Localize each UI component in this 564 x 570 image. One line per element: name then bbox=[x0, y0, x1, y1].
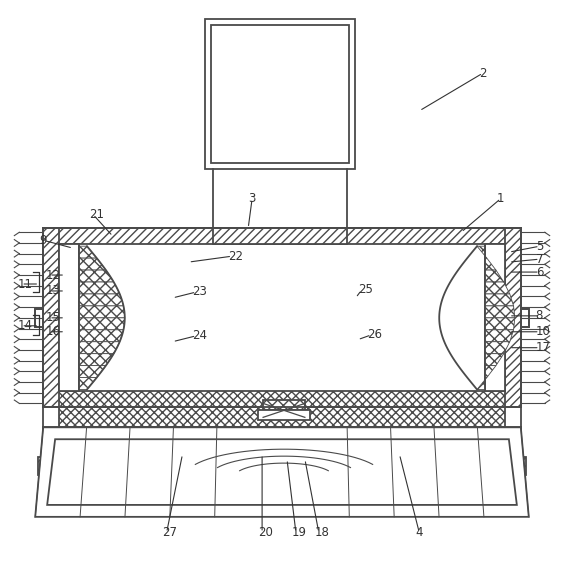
Text: 4: 4 bbox=[415, 526, 423, 539]
Polygon shape bbox=[485, 318, 515, 330]
Polygon shape bbox=[485, 270, 504, 282]
Polygon shape bbox=[485, 330, 514, 342]
Text: 3: 3 bbox=[248, 192, 255, 205]
Bar bbox=[43, 428, 521, 443]
Text: 14: 14 bbox=[17, 319, 32, 332]
Bar bbox=[43, 392, 521, 408]
Polygon shape bbox=[79, 294, 124, 306]
Bar bbox=[43, 228, 521, 408]
Text: 12: 12 bbox=[45, 268, 60, 282]
Text: 17: 17 bbox=[536, 341, 550, 354]
Bar bbox=[59, 244, 79, 392]
Polygon shape bbox=[79, 246, 97, 258]
Text: 7: 7 bbox=[536, 253, 543, 266]
Polygon shape bbox=[35, 428, 529, 517]
Text: 18: 18 bbox=[315, 526, 330, 539]
Text: 9: 9 bbox=[39, 234, 47, 247]
Text: 2: 2 bbox=[479, 67, 487, 80]
Polygon shape bbox=[477, 377, 487, 389]
Bar bbox=[521, 309, 529, 327]
Bar bbox=[43, 228, 521, 408]
Polygon shape bbox=[485, 294, 514, 306]
Bar bbox=[521, 309, 529, 327]
Bar bbox=[43, 228, 59, 408]
Polygon shape bbox=[79, 318, 125, 330]
Text: 26: 26 bbox=[368, 328, 382, 341]
Text: 11: 11 bbox=[17, 278, 32, 291]
Text: 16: 16 bbox=[45, 325, 60, 338]
Polygon shape bbox=[79, 282, 120, 294]
Bar bbox=[505, 228, 521, 408]
Polygon shape bbox=[485, 306, 515, 318]
Bar bbox=[35, 309, 43, 327]
Bar bbox=[205, 19, 355, 169]
Bar bbox=[35, 309, 43, 327]
Polygon shape bbox=[79, 258, 106, 270]
Text: 6: 6 bbox=[536, 266, 543, 279]
Polygon shape bbox=[485, 342, 510, 353]
Polygon shape bbox=[79, 330, 124, 342]
Bar bbox=[43, 408, 521, 443]
Text: 23: 23 bbox=[192, 286, 208, 299]
Text: 19: 19 bbox=[292, 526, 307, 539]
Bar bbox=[258, 410, 310, 420]
Text: 15: 15 bbox=[45, 311, 60, 324]
Polygon shape bbox=[485, 353, 504, 365]
Polygon shape bbox=[79, 342, 120, 353]
Text: 1: 1 bbox=[497, 192, 504, 205]
Bar bbox=[59, 408, 505, 428]
Text: 20: 20 bbox=[258, 526, 273, 539]
Polygon shape bbox=[477, 246, 487, 258]
Text: 25: 25 bbox=[358, 283, 372, 296]
Polygon shape bbox=[485, 258, 496, 270]
Bar bbox=[43, 443, 521, 457]
Text: 5: 5 bbox=[536, 240, 543, 253]
Polygon shape bbox=[79, 353, 114, 365]
Bar bbox=[38, 457, 526, 475]
Bar bbox=[485, 244, 505, 392]
Text: 21: 21 bbox=[89, 208, 104, 221]
Polygon shape bbox=[485, 282, 510, 294]
Text: 22: 22 bbox=[228, 250, 243, 263]
Text: 13: 13 bbox=[45, 284, 60, 298]
Polygon shape bbox=[79, 365, 106, 377]
Polygon shape bbox=[79, 306, 125, 318]
Text: 27: 27 bbox=[162, 526, 178, 539]
Polygon shape bbox=[79, 270, 114, 282]
Polygon shape bbox=[485, 365, 496, 377]
Polygon shape bbox=[79, 377, 97, 389]
Bar bbox=[213, 228, 347, 244]
Text: 24: 24 bbox=[192, 329, 208, 342]
Text: 10: 10 bbox=[536, 325, 550, 338]
Bar bbox=[263, 401, 305, 410]
Bar bbox=[43, 228, 521, 244]
Bar bbox=[212, 25, 349, 162]
Text: 8: 8 bbox=[536, 310, 543, 323]
